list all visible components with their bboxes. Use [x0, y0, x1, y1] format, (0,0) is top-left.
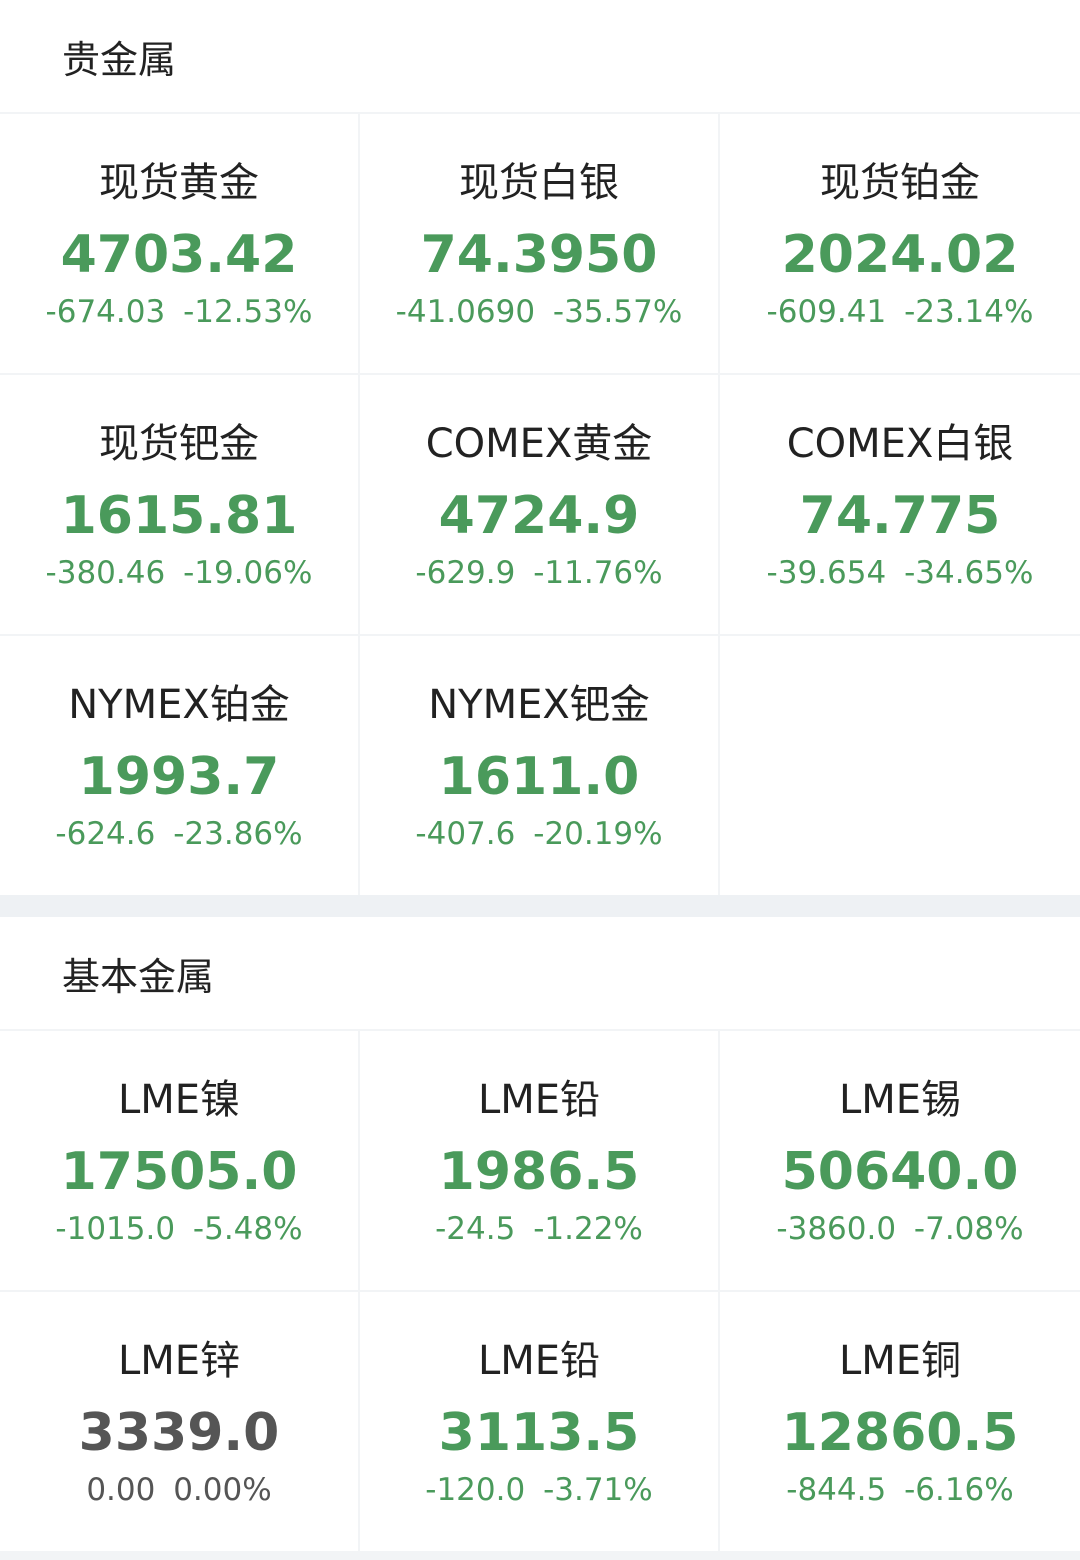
change-value: -629.9 [415, 555, 516, 591]
change-percent: -5.48% [192, 1211, 303, 1247]
quote-change: -1015.0 -5.48% [55, 1207, 302, 1251]
quote-name: COMEX黄金 [425, 421, 653, 467]
quote-price: 1611.0 [438, 747, 640, 807]
quote-card[interactable]: NYMEX钯金 1611.0 -407.6 -20.19% [360, 636, 718, 895]
change-value: -24.5 [435, 1211, 516, 1247]
quote-price: 1615.81 [60, 486, 298, 546]
change-value: -674.03 [45, 294, 166, 330]
precious-metals-section: 贵金属 现货黄金 4703.42 -674.03 -12.53% 现货白银 74.… [0, 0, 1080, 895]
quote-price: 12860.5 [781, 1403, 1019, 1463]
quote-card[interactable]: 现货白银 74.3950 -41.0690 -35.57% [360, 114, 718, 373]
change-percent: -20.19% [533, 816, 663, 852]
quote-card[interactable]: 现货钯金 1615.81 -380.46 -19.06% [0, 375, 358, 634]
change-percent: -1.22% [533, 1211, 643, 1247]
empty-cell [720, 636, 1080, 895]
quote-price: 3113.5 [438, 1403, 640, 1463]
change-value: -3860.0 [776, 1211, 897, 1247]
quote-card[interactable]: LME锡 50640.0 -3860.0 -7.08% [720, 1031, 1080, 1290]
quote-name: 现货铂金 [820, 160, 980, 206]
quote-name: LME铅 [477, 1338, 601, 1384]
section-title: 基本金属 [0, 917, 1080, 1029]
section-divider [0, 895, 1080, 917]
quote-card[interactable]: COMEX黄金 4724.9 -629.9 -11.76% [360, 375, 718, 634]
quote-change: -120.0 -3.71% [425, 1468, 652, 1512]
quote-name: LME铜 [838, 1338, 962, 1384]
quote-price: 74.775 [799, 486, 1001, 546]
change-value: -41.0690 [395, 294, 536, 330]
quote-name: NYMEX钯金 [428, 682, 650, 728]
quote-price: 4724.9 [438, 486, 640, 546]
quote-change: 0.00 0.00% [86, 1468, 271, 1512]
quote-name: LME锌 [117, 1338, 241, 1384]
change-value: -844.5 [786, 1472, 887, 1508]
quote-change: -407.6 -20.19% [415, 812, 662, 856]
quote-name: LME镍 [117, 1077, 241, 1123]
quote-name: NYMEX铂金 [68, 682, 290, 728]
change-percent: -35.57% [552, 294, 683, 330]
quote-card[interactable]: 现货铂金 2024.02 -609.41 -23.14% [720, 114, 1080, 373]
quote-name: 现货钯金 [99, 421, 259, 467]
quote-grid: LME镍 17505.0 -1015.0 -5.48% LME铅 1986.5 -… [0, 1029, 1080, 1551]
quote-card[interactable]: LME铜 12860.5 -844.5 -6.16% [720, 1292, 1080, 1551]
change-value: -609.41 [766, 294, 887, 330]
change-percent: 0.00% [173, 1472, 272, 1508]
quote-change: -41.0690 -35.57% [396, 290, 683, 334]
quote-price: 1993.7 [78, 747, 280, 807]
quote-card[interactable]: LME铅 3113.5 -120.0 -3.71% [360, 1292, 718, 1551]
change-value: 0.00 [86, 1472, 156, 1508]
quote-name: 现货黄金 [99, 160, 259, 206]
quote-name: 现货白银 [459, 160, 619, 206]
change-percent: -19.06% [183, 555, 313, 591]
quote-card[interactable]: COMEX白银 74.775 -39.654 -34.65% [720, 375, 1080, 634]
quote-price: 4703.42 [60, 225, 298, 285]
quote-change: -24.5 -1.22% [435, 1207, 643, 1251]
quote-price: 3339.0 [78, 1403, 280, 1463]
quote-price: 50640.0 [781, 1142, 1019, 1202]
quote-card[interactable]: LME锌 3339.0 0.00 0.00% [0, 1292, 358, 1551]
change-percent: -34.65% [904, 555, 1034, 591]
change-percent: -7.08% [913, 1211, 1024, 1247]
quote-price: 2024.02 [781, 225, 1019, 285]
quote-change: -380.46 -19.06% [46, 551, 313, 595]
quote-card[interactable]: LME铅 1986.5 -24.5 -1.22% [360, 1031, 718, 1290]
quote-price: 1986.5 [438, 1142, 640, 1202]
change-percent: -23.14% [904, 294, 1034, 330]
quote-change: -609.41 -23.14% [767, 290, 1034, 334]
quote-card[interactable]: NYMEX铂金 1993.7 -624.6 -23.86% [0, 636, 358, 895]
quote-change: -629.9 -11.76% [415, 551, 662, 595]
change-percent: -3.71% [543, 1472, 653, 1508]
quote-card[interactable]: 现货黄金 4703.42 -674.03 -12.53% [0, 114, 358, 373]
quote-card[interactable]: LME镍 17505.0 -1015.0 -5.48% [0, 1031, 358, 1290]
change-percent: -11.76% [533, 555, 663, 591]
quote-name: COMEX白银 [786, 421, 1014, 467]
quote-price: 74.3950 [420, 225, 658, 285]
change-value: -380.46 [45, 555, 166, 591]
change-value: -624.6 [55, 816, 156, 852]
change-value: -1015.0 [55, 1211, 176, 1247]
base-metals-section: 基本金属 LME镍 17505.0 -1015.0 -5.48% LME铅 198… [0, 917, 1080, 1551]
quote-change: -674.03 -12.53% [46, 290, 313, 334]
quote-price: 17505.0 [60, 1142, 298, 1202]
change-value: -39.654 [766, 555, 887, 591]
quote-change: -39.654 -34.65% [767, 551, 1034, 595]
quote-change: -3860.0 -7.08% [776, 1207, 1023, 1251]
quote-name: LME铅 [477, 1077, 601, 1123]
change-percent: -6.16% [904, 1472, 1014, 1508]
change-value: -120.0 [425, 1472, 526, 1508]
change-percent: -23.86% [173, 816, 303, 852]
change-value: -407.6 [415, 816, 516, 852]
quote-change: -844.5 -6.16% [786, 1468, 1013, 1512]
change-percent: -12.53% [183, 294, 313, 330]
quote-change: -624.6 -23.86% [55, 812, 302, 856]
quote-grid: 现货黄金 4703.42 -674.03 -12.53% 现货白银 74.3950… [0, 112, 1080, 895]
quote-name: LME锡 [838, 1077, 962, 1123]
section-title: 贵金属 [0, 0, 1080, 112]
